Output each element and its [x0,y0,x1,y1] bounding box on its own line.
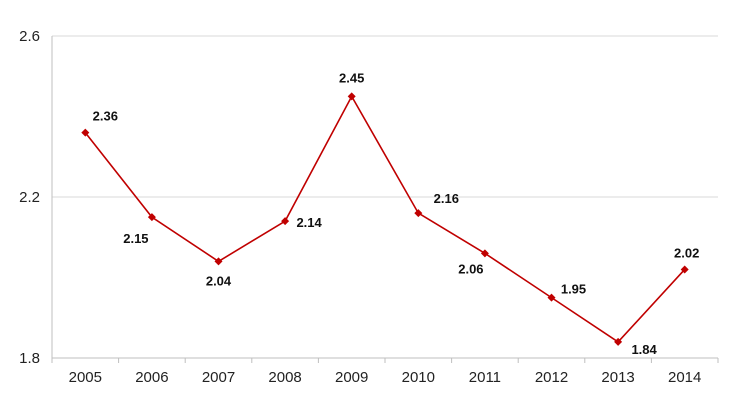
data-point-marker [214,257,223,266]
data-label: 2.16 [434,191,459,206]
data-label: 2.04 [206,273,232,288]
data-label: 2.14 [296,215,322,230]
series-line [84,94,686,343]
data-label: 2.15 [123,231,148,246]
data-label: 1.84 [631,342,657,357]
data-label: 2.45 [339,70,364,85]
y-tick-label: 1.8 [19,350,40,367]
x-tick-label: 2010 [402,369,435,386]
data-point-marker [147,213,156,222]
x-tick-label: 2009 [335,369,368,386]
x-tick-label: 2008 [268,369,301,386]
x-tick-label: 2011 [469,369,501,386]
y-tick-label: 2.6 [19,28,40,45]
data-point-marker [81,128,90,137]
x-tick-label: 2014 [668,369,701,386]
x-tick-label: 2006 [135,369,168,386]
x-tick-label: 2007 [202,369,235,386]
data-point-marker [680,265,689,274]
x-tick-label: 2012 [535,369,568,386]
x-tick-label: 2013 [601,369,634,386]
data-point-marker [547,293,556,302]
data-point-marker [614,337,623,346]
data-label: 2.06 [458,261,483,276]
data-point-marker [414,209,423,218]
data-label: 2.36 [93,109,118,124]
data-point-marker [347,92,356,101]
x-tick-label: 2005 [69,369,102,386]
data-label: 2.02 [674,245,699,260]
data-point-marker [281,217,290,226]
data-point-marker [480,249,489,258]
y-tick-label: 2.2 [19,189,40,206]
data-label: 1.95 [561,282,586,297]
